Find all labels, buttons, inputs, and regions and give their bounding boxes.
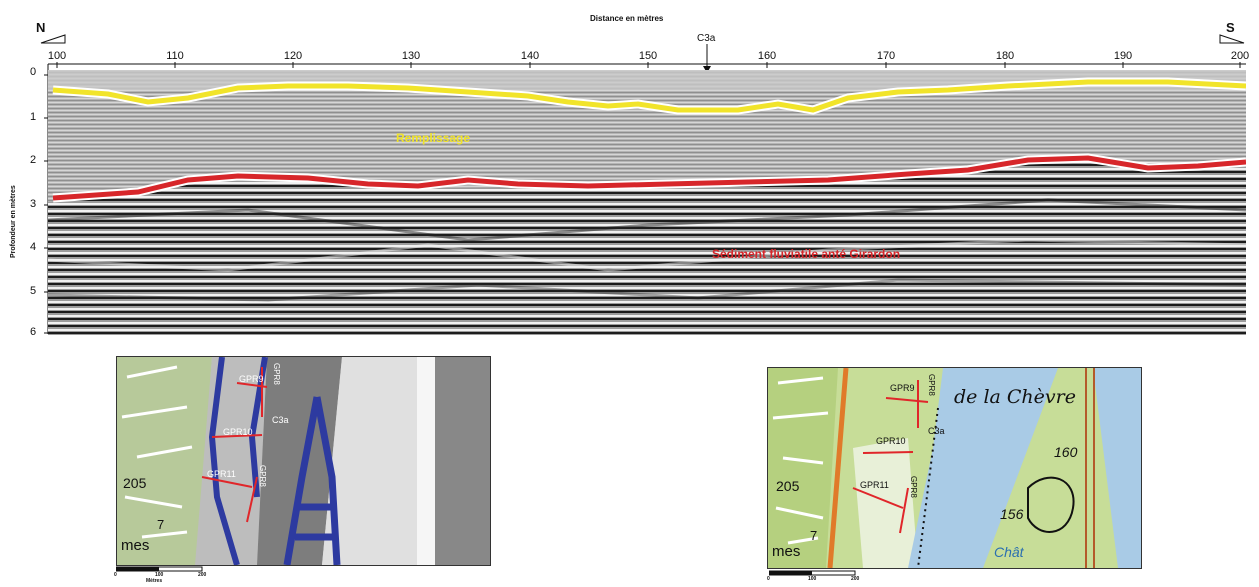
x-tick: 190 (1113, 50, 1133, 62)
lidar-label-gpr8-top: GPR8 (272, 363, 281, 385)
y-tick: 2 (30, 154, 37, 166)
lidar-text-mes: mes (121, 537, 150, 554)
topo-map-terrain (768, 368, 1141, 568)
north-label: N (36, 20, 46, 35)
topo-label-gpr11: GPR11 (860, 480, 889, 490)
y-tick: 0 (30, 66, 37, 78)
y-tick: 5 (30, 285, 37, 297)
lidar-map: GPR9 GPR8 C3a GPR10 GPR11 GPR8 205 mes 7 (116, 356, 491, 566)
topo-label-gpr8-top: GPR8 (927, 374, 936, 396)
topo-text-7: 7 (810, 528, 818, 543)
marker-label: C3a (697, 33, 716, 44)
x-axis-title: Distance en mètres (590, 14, 664, 23)
lidar-label-c3a: C3a (272, 415, 289, 425)
topo-place-name: de la Chèvre (954, 386, 1076, 408)
radargram (48, 70, 1246, 335)
x-tick: 120 (283, 50, 303, 62)
topo-text-mes: mes (772, 543, 801, 560)
y-tick: 1 (30, 111, 37, 123)
lidar-label-gpr8-bottom: GPR8 (258, 465, 267, 487)
lidar-scale-unit: Mètres (146, 578, 163, 584)
x-tick: 170 (876, 50, 896, 62)
topo-scale-bar (769, 570, 856, 576)
lidar-label-gpr9: GPR9 (239, 374, 264, 384)
layer-label-sediment: Sédiment fluviatile anté Girardon (712, 247, 901, 261)
x-tick: 200 (1230, 50, 1250, 62)
north-wedge-icon (40, 34, 66, 44)
topo-label-gpr8-bottom: GPR8 (909, 476, 918, 498)
x-tick: 150 (638, 50, 658, 62)
x-tick: 100 (47, 50, 67, 62)
south-wedge-icon (1219, 34, 1245, 44)
lidar-label-gpr10: GPR10 (223, 427, 253, 437)
interface-lines (52, 77, 1246, 203)
topo-label-gpr9: GPR9 (890, 383, 915, 393)
topo-scale-0: 0 (767, 576, 770, 582)
top-interface-line (52, 79, 1246, 113)
topo-text-205: 205 (776, 478, 800, 494)
lidar-map-terrain (117, 357, 490, 565)
topo-label-c3a: C3a (928, 426, 945, 436)
topo-text-156: 156 (1000, 506, 1024, 522)
lidar-scale-bar (116, 566, 203, 572)
x-tick: 180 (995, 50, 1015, 62)
x-tick: 110 (166, 50, 184, 62)
x-tick: 130 (401, 50, 421, 62)
topo-text-160: 160 (1054, 444, 1078, 460)
x-tick: 140 (520, 50, 540, 62)
topo-label-gpr10: GPR10 (876, 436, 906, 446)
lidar-scale-100: 100 (155, 572, 164, 578)
topo-scale-100: 100 (808, 576, 817, 582)
topo-text-chat: Chât (994, 544, 1024, 560)
layer-label-fill: Remplissage (396, 131, 471, 145)
lidar-text-7: 7 (157, 517, 165, 532)
lidar-scale-0: 0 (114, 572, 117, 578)
topo-scale-200: 200 (851, 576, 860, 582)
y-tick: 6 (30, 326, 37, 338)
lidar-scale-200: 200 (198, 572, 207, 578)
y-tick: 3 (30, 198, 37, 210)
x-tick: 160 (757, 50, 777, 62)
bottom-interface-line (52, 155, 1246, 201)
south-label: S (1226, 20, 1235, 35)
topo-map: GPR9 GPR8 C3a GPR10 GPR11 GPR8 de la Chè… (767, 367, 1142, 569)
lidar-label-gpr11: GPR11 (207, 469, 236, 479)
lidar-text-205: 205 (123, 475, 147, 491)
y-tick: 4 (30, 241, 37, 253)
